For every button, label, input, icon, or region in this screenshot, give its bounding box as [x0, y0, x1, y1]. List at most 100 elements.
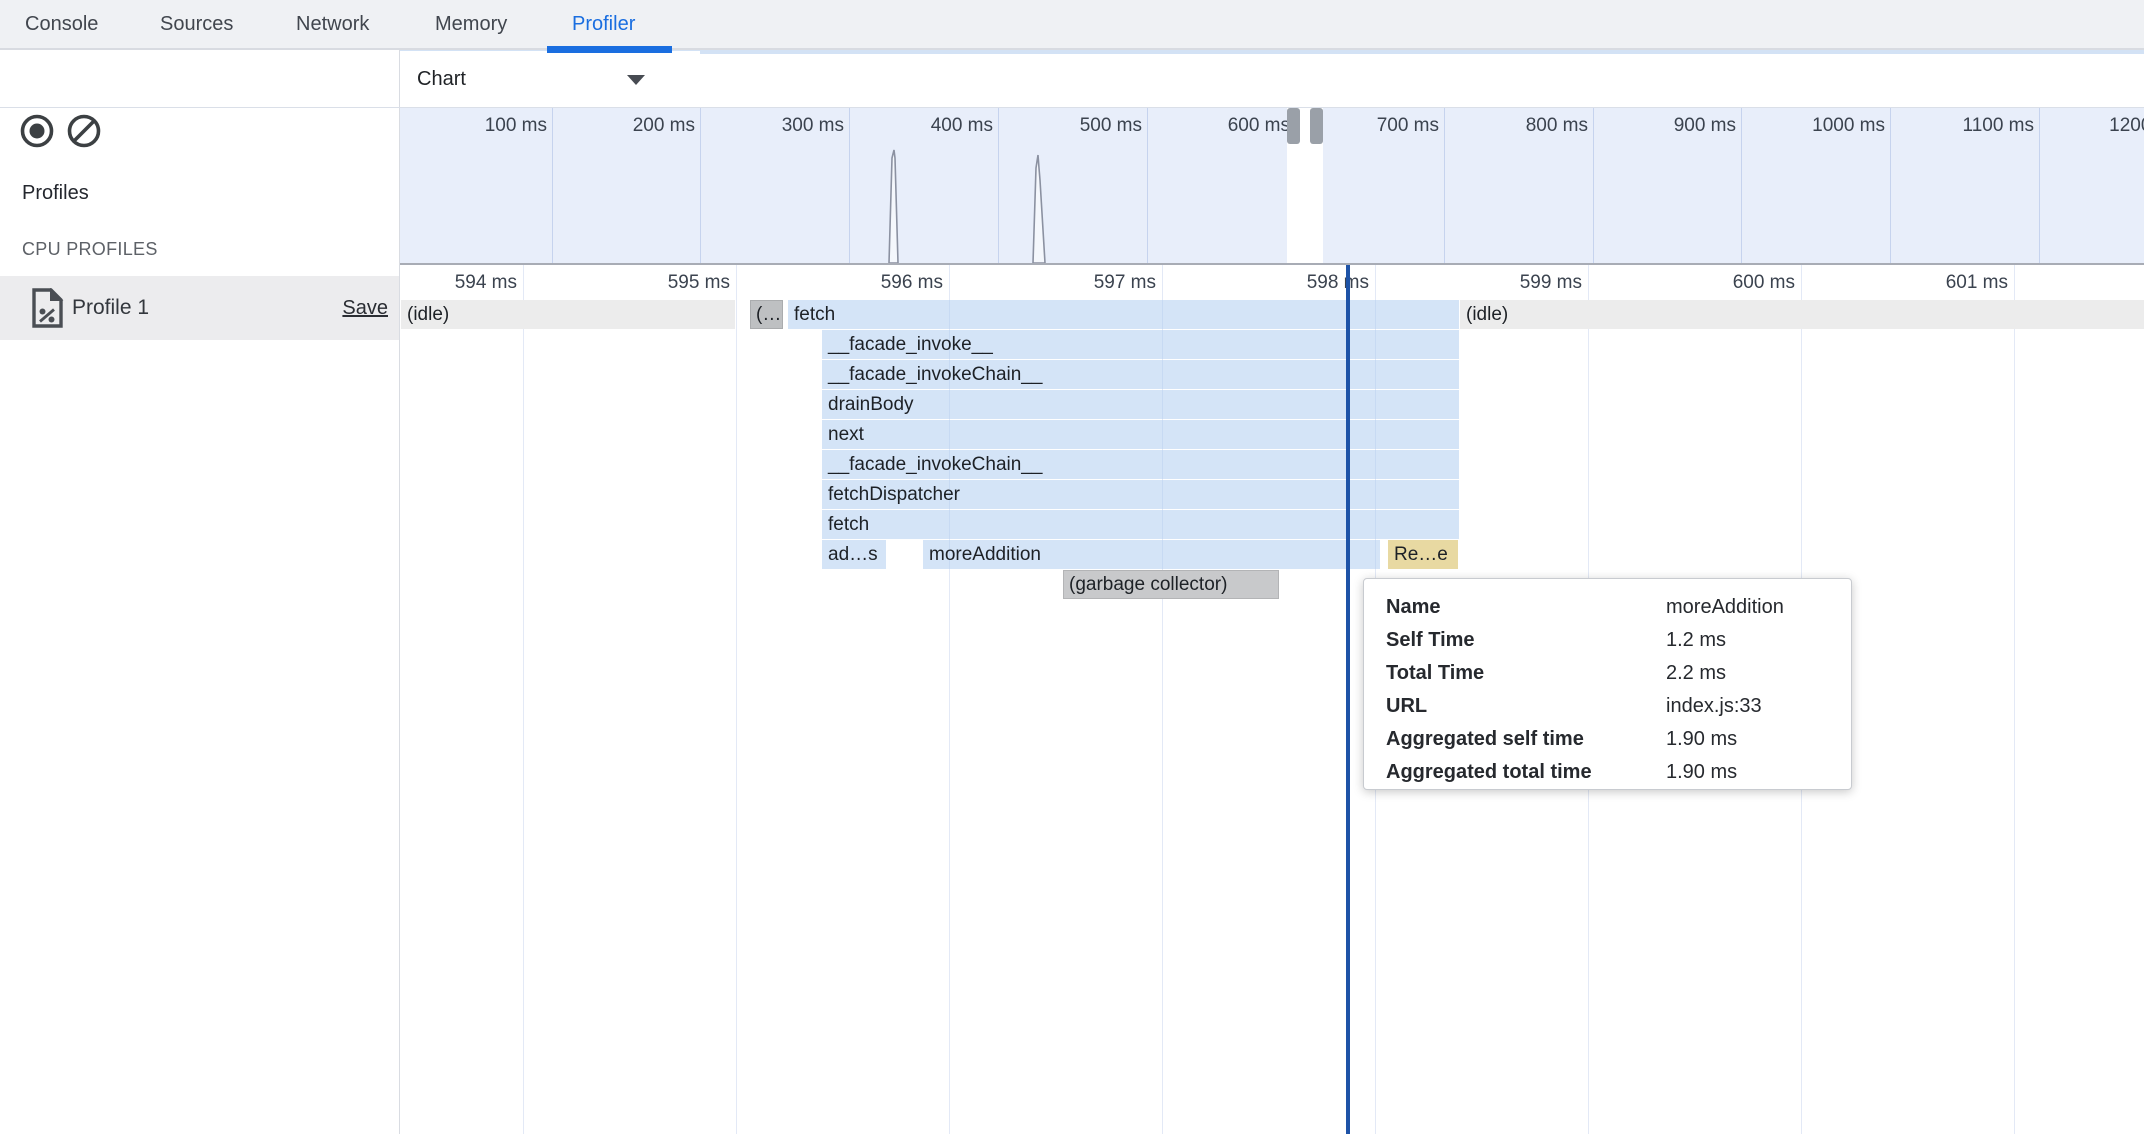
tooltip-row: Aggregated self time 1.90 ms	[1364, 723, 1851, 756]
chevron-down-icon	[627, 75, 645, 85]
overview-gridline	[1147, 108, 1148, 264]
detail-gridline	[736, 265, 737, 1134]
overview-gridline	[1444, 108, 1445, 264]
detail-gridline	[949, 265, 950, 1134]
toolbar-divider	[0, 107, 2144, 108]
overview-gridline	[2039, 108, 2040, 264]
detail-tick-label: 595 ms	[667, 272, 730, 293]
overview-timeline[interactable]: 100 ms 200 ms 300 ms 400 ms 500 ms 600 ms 700 …	[400, 108, 2144, 264]
overview-tick-label: 800 ms	[1525, 115, 1588, 136]
tooltip-label: Name	[1386, 596, 1441, 618]
view-mode-value: Chart	[417, 68, 466, 90]
tooltip-row: URL index.js:33	[1364, 690, 1851, 723]
overview-tick-label: 1100 ms	[1962, 115, 2034, 136]
overview-tick-label: 500 ms	[1079, 115, 1142, 136]
view-mode-select[interactable]: Chart	[400, 51, 700, 107]
overview-gridline	[552, 108, 553, 264]
overview-tick-label: 300 ms	[781, 115, 844, 136]
detail-tick-label: 598 ms	[1306, 272, 1369, 293]
tab-console[interactable]: Console	[25, 13, 99, 35]
tooltip-row: Aggregated total time 1.90 ms	[1364, 756, 1851, 789]
function-details-tooltip: Name moreAddition Self Time 1.2 ms Total Tim…	[1363, 578, 1852, 790]
flame-bar-[interactable]: (…	[750, 300, 783, 329]
selection-handle-left[interactable]	[1287, 108, 1300, 144]
tooltip-row: Name moreAddition	[1364, 591, 1851, 624]
overview-tick-label: 400 ms	[930, 115, 993, 136]
cpu-activity-spikes	[888, 149, 1046, 264]
tooltip-label: Self Time	[1386, 629, 1475, 651]
tooltip-label: Aggregated self time	[1386, 728, 1584, 750]
flame-bar-drainbody[interactable]: drainBody	[822, 390, 1459, 419]
overview-tick-label: 600 ms	[1227, 115, 1290, 136]
tooltip-label: URL	[1386, 695, 1428, 717]
overview-tick-label: 1000 ms	[1812, 115, 1885, 136]
profile-name: Profile 1	[72, 296, 150, 319]
tooltip-value: 2.2 ms	[1666, 662, 1727, 684]
overview-gridline	[849, 108, 850, 264]
detail-gridline	[523, 265, 524, 1134]
overview-gridline	[1890, 108, 1891, 264]
flame-bar-fetchdispatcher[interactable]: fetchDispatcher	[822, 480, 1459, 509]
overview-gridline	[998, 108, 999, 264]
flame-chart[interactable]: 594 ms 595 ms 596 ms 597 ms 598 ms 599 ms 600 …	[400, 265, 2144, 1134]
tooltip-row: Total Time 2.2 ms	[1364, 657, 1851, 690]
flame-bar-idle[interactable]: (idle)	[401, 300, 735, 329]
tab-network[interactable]: Network	[296, 13, 370, 35]
current-time-marker	[1346, 265, 1350, 1134]
tooltip-value: 1.90 ms	[1666, 761, 1738, 783]
sidebar-divider	[399, 50, 400, 1134]
tooltip-value: 1.90 ms	[1666, 728, 1738, 750]
detail-gridline	[2014, 265, 2015, 1134]
overview-tick-label: 900 ms	[1673, 115, 1736, 136]
flame-bar-facade-invokechain[interactable]: __facade_invokeChain__	[822, 360, 1459, 389]
pane-focus-strip	[400, 50, 2144, 54]
detail-gridline	[1162, 265, 1163, 1134]
flame-bar-re-e[interactable]: Re…e	[1388, 540, 1458, 569]
flame-bar-ad-s[interactable]: ad…s	[822, 540, 886, 569]
overview-gridline	[700, 108, 701, 264]
flame-bar-facade-invokechain[interactable]: __facade_invokeChain__	[822, 450, 1459, 479]
record-icon	[20, 114, 54, 148]
detail-tick-label: 594 ms	[454, 272, 517, 293]
cpu-profiles-section-heading: CPU PROFILES	[22, 239, 158, 259]
profiles-heading: Profiles	[22, 182, 89, 204]
clear-icon	[67, 114, 101, 148]
tooltip-label: Total Time	[1386, 662, 1485, 684]
record-button[interactable]	[18, 112, 56, 150]
overview-gridline	[1593, 108, 1594, 264]
tooltip-value: index.js:33	[1666, 695, 1762, 717]
cpu-spike-698ms	[1032, 154, 1046, 264]
detail-tick-label: 597 ms	[1093, 272, 1156, 293]
tooltip-value: moreAddition	[1666, 596, 1784, 618]
flame-bar-facade-invoke[interactable]: __facade_invoke__	[822, 330, 1459, 359]
tab-sources[interactable]: Sources	[160, 13, 234, 35]
overview-tick-label: 1200 ms	[2109, 115, 2144, 136]
flame-bar-fetch[interactable]: fetch	[822, 510, 1459, 539]
overview-bottom-border	[400, 263, 2144, 265]
flame-bar-next[interactable]: next	[822, 420, 1459, 449]
active-tab-underline	[547, 46, 672, 53]
clear-profiles-button[interactable]	[65, 112, 103, 150]
flame-bar-garbage-collector[interactable]: (garbage collector)	[1063, 570, 1279, 599]
selection-handle-right[interactable]	[1310, 108, 1323, 144]
flame-bar-idle[interactable]: (idle)	[1460, 300, 2144, 329]
detail-tick-label: 599 ms	[1519, 272, 1582, 293]
tab-profiler[interactable]: Profiler	[572, 13, 636, 35]
profile-list-item[interactable]: Profile 1 Save	[0, 276, 399, 340]
overview-tick-label: 700 ms	[1376, 115, 1439, 136]
sidebar: Profiles CPU PROFILES Profile 1 Save	[0, 50, 399, 1134]
detail-tick-label: 601 ms	[1945, 272, 2008, 293]
tooltip-row: Self Time 1.2 ms	[1364, 624, 1851, 657]
flame-bar-fetch[interactable]: fetch	[788, 300, 1459, 329]
tooltip-label: Aggregated total time	[1386, 761, 1592, 783]
detail-tick-label: 596 ms	[880, 272, 943, 293]
tab-memory[interactable]: Memory	[435, 13, 508, 35]
tab-bar: Console Sources Network Memory Profiler	[0, 0, 2144, 50]
detail-tick-label: 600 ms	[1732, 272, 1795, 293]
profile-document-icon	[30, 287, 64, 333]
flame-bar-moreaddition[interactable]: moreAddition	[923, 540, 1380, 569]
overview-gridline	[1741, 108, 1742, 264]
save-profile-link[interactable]: Save	[342, 297, 388, 319]
tooltip-value: 1.2 ms	[1666, 629, 1727, 651]
